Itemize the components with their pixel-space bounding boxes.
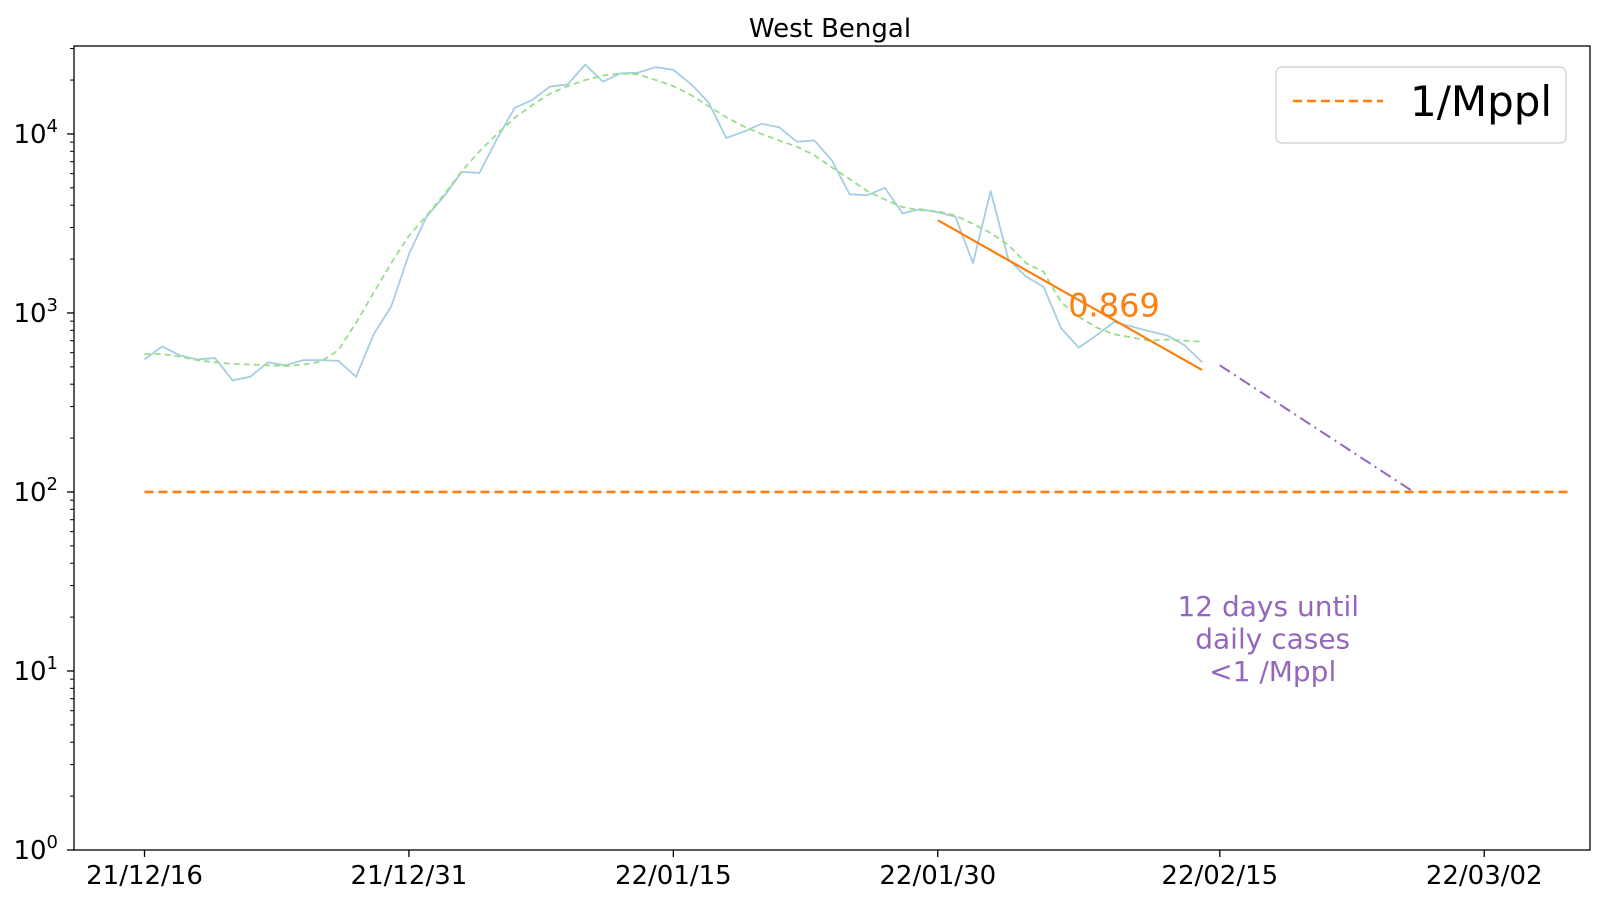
fit-ratio-annotation: 0.869 [1068,287,1160,325]
series-line-projection [1219,364,1415,493]
axes: 21/12/16 21/12/31 22/01/15 22/01/30 22/02/15… [13,45,1591,891]
x-tick-label: 21/12/16 [86,861,203,891]
y-tick-label: 104 [13,116,58,150]
x-tick-label: 22/02/15 [1161,861,1278,891]
plot-area [143,63,1573,494]
days-until-annotation: 12 days until daily cases <1 /Mppl [1177,590,1367,688]
legend-frame [1275,66,1567,144]
y-tick-label: 100 [13,832,58,866]
series-line-daily [143,63,1203,382]
x-tick-label: 22/01/15 [615,861,732,891]
y-tick-label: 101 [13,653,58,687]
y-tick-label: 103 [13,295,58,329]
chart-title: West Bengal [749,14,911,44]
plot-frame [73,45,1591,851]
days-until-line-1: 12 days until [1177,590,1359,623]
series-line-fit [937,219,1203,371]
legend: 1/Mppl [1275,66,1567,144]
series-line-smoothed [144,72,1203,367]
x-tick-label: 22/03/02 [1426,861,1543,891]
x-tick-label: 21/12/31 [351,861,468,891]
legend-label-threshold: 1/Mppl [1410,77,1552,126]
days-until-line-2: daily cases [1186,622,1350,655]
y-tick-label: 102 [13,474,58,508]
x-tick-label: 22/01/30 [879,861,996,891]
days-until-line-3: <1 /Mppl [1209,655,1336,688]
